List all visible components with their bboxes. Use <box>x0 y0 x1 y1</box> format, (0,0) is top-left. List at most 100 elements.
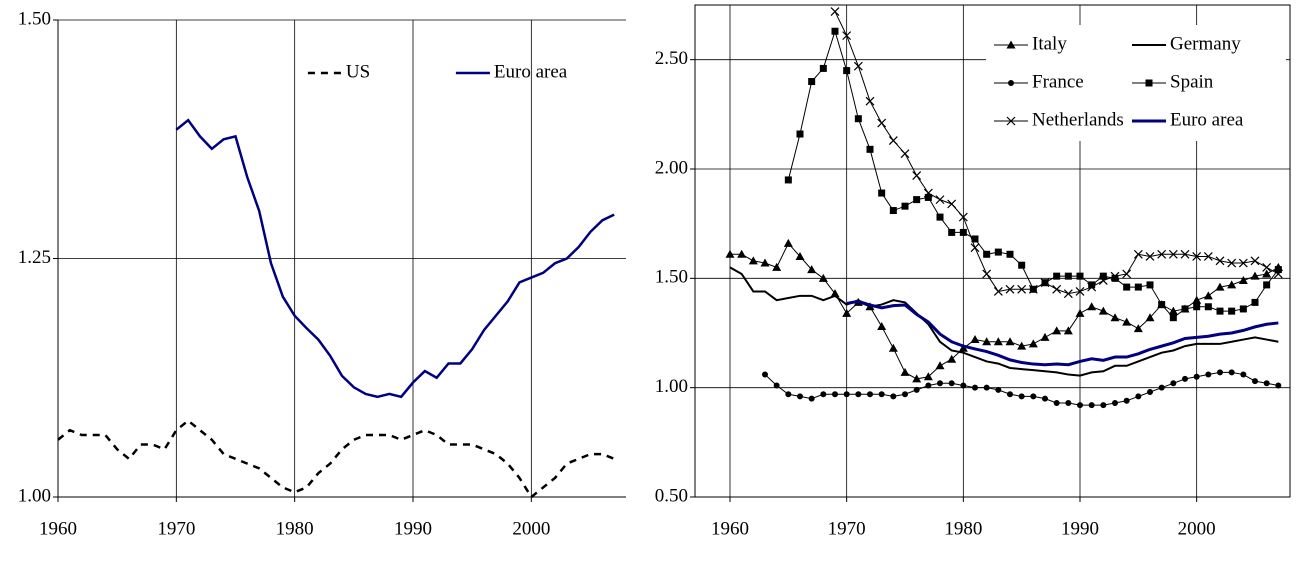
marker <box>1216 307 1224 315</box>
marker <box>1030 393 1037 400</box>
marker <box>1042 395 1048 402</box>
marker <box>925 382 932 389</box>
legend-label: US <box>346 61 370 82</box>
y-tick-label: 1.50 <box>655 267 688 288</box>
series-line <box>764 371 1279 406</box>
marker <box>1122 269 1132 279</box>
marker <box>1215 282 1225 291</box>
marker <box>877 118 887 128</box>
marker <box>1134 283 1142 291</box>
marker <box>1228 307 1236 315</box>
marker <box>818 273 828 282</box>
marker <box>1238 258 1248 268</box>
marker <box>1053 272 1061 280</box>
marker <box>1262 262 1272 272</box>
marker <box>831 27 839 35</box>
marker <box>853 61 863 71</box>
marker <box>785 391 792 398</box>
series-line <box>846 299 1279 367</box>
marker <box>1075 287 1085 296</box>
marker <box>866 145 874 153</box>
marker <box>1250 271 1260 280</box>
marker <box>948 380 955 387</box>
marker <box>867 391 873 398</box>
marker <box>878 391 885 398</box>
legend-label: Spain <box>1170 71 1214 92</box>
marker <box>842 31 852 41</box>
marker <box>1228 369 1235 376</box>
marker <box>1263 281 1271 289</box>
marker <box>935 195 945 205</box>
marker <box>855 391 862 398</box>
marker <box>1275 382 1282 389</box>
legend-label: France <box>1032 71 1084 92</box>
marker <box>947 199 957 209</box>
marker <box>900 149 910 159</box>
marker <box>783 238 793 247</box>
marker <box>972 384 978 391</box>
marker <box>1123 397 1130 404</box>
marker <box>1040 278 1050 288</box>
marker <box>795 251 805 260</box>
marker <box>937 380 943 387</box>
legend-marker <box>1006 116 1016 126</box>
marker <box>947 354 957 363</box>
marker <box>820 391 827 398</box>
marker <box>1007 391 1013 398</box>
y-tick-label: 0.50 <box>655 485 688 506</box>
marker <box>1135 393 1142 400</box>
marker <box>924 193 932 201</box>
marker <box>971 235 979 243</box>
marker <box>960 382 967 389</box>
marker <box>1262 269 1272 278</box>
marker <box>1077 402 1083 409</box>
marker <box>772 262 782 271</box>
marker <box>1192 295 1202 304</box>
marker <box>830 7 840 16</box>
x-tick-label: 1970 <box>828 518 866 539</box>
marker <box>993 337 1003 346</box>
marker <box>762 371 768 378</box>
marker <box>912 374 922 383</box>
marker <box>1251 298 1259 306</box>
marker <box>1111 274 1119 282</box>
marker <box>843 67 851 75</box>
chart: 0.50 1.00 1.50 2.00 2.50 1960 1970 1980 1990 2000… <box>655 4 1291 539</box>
marker <box>983 250 991 258</box>
marker <box>1238 276 1248 285</box>
marker <box>1110 271 1120 281</box>
marker <box>889 207 897 215</box>
marker <box>807 265 817 274</box>
marker <box>748 256 758 265</box>
marker <box>1122 317 1132 326</box>
chart: 1.00 1.25 1.50 1960 1970 1980 1990 2000 US Euro a… <box>18 8 626 539</box>
marker <box>1112 399 1118 406</box>
marker <box>1145 313 1155 322</box>
marker <box>1088 281 1096 289</box>
marker <box>1145 252 1155 261</box>
y-tick-label: 1.25 <box>18 247 51 268</box>
marker <box>994 248 1002 256</box>
marker <box>913 196 921 204</box>
legend-marker <box>1145 79 1153 87</box>
marker <box>1227 258 1237 268</box>
marker <box>1252 378 1258 385</box>
marker <box>1250 256 1260 266</box>
marker <box>1006 250 1014 258</box>
marker <box>1240 371 1247 378</box>
marker <box>912 171 922 180</box>
marker <box>1204 303 1212 311</box>
marker <box>1170 380 1177 387</box>
marker <box>982 337 992 346</box>
x-tick-label: 1990 <box>1061 518 1099 539</box>
x-tick-label: 1980 <box>276 518 314 539</box>
marker <box>1052 326 1062 335</box>
marker <box>1203 252 1213 261</box>
marker <box>796 130 804 138</box>
marker <box>1193 303 1201 311</box>
x-tick-label: 1980 <box>944 518 982 539</box>
marker <box>1168 249 1178 259</box>
marker <box>890 393 897 400</box>
